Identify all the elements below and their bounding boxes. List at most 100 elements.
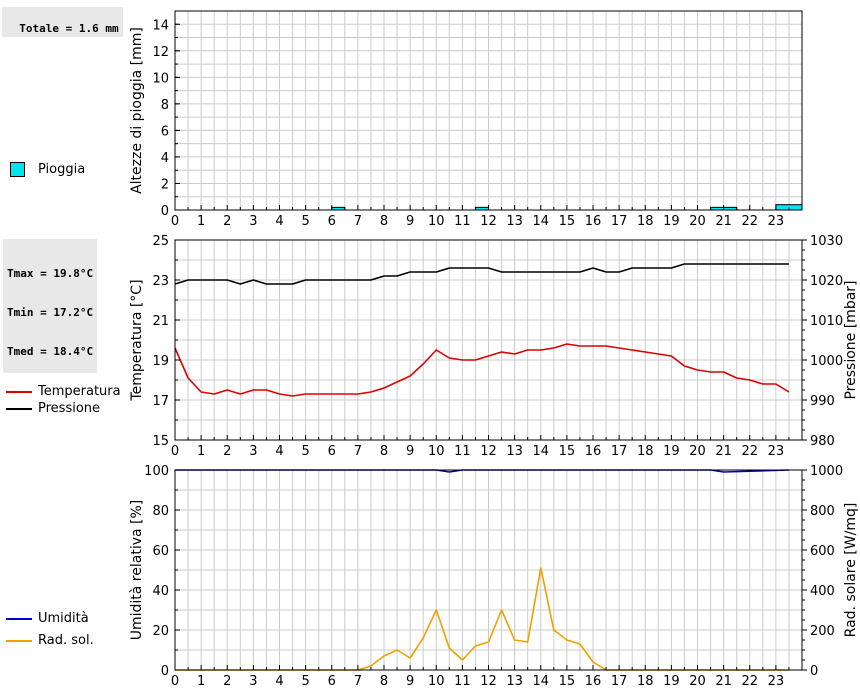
x-tick-label: 19 bbox=[663, 444, 680, 459]
x-tick-label: 14 bbox=[532, 214, 549, 229]
x-tick-label: 13 bbox=[506, 444, 523, 459]
chart-panel-temp: 0 1 2 3 4 5 6 7 8 9 10 11 12 13 14 15 16 17 18 19 20 21 22 2315… bbox=[129, 234, 859, 459]
x-tick-label: 12 bbox=[480, 444, 497, 459]
y2-tick-label: 800 bbox=[810, 504, 835, 519]
x-tick-label: 3 bbox=[249, 674, 257, 689]
y-tick-label: 21 bbox=[152, 314, 169, 329]
y-tick-label: 2 bbox=[161, 177, 169, 192]
x-tick-label: 10 bbox=[428, 674, 445, 689]
y-tick-label: 15 bbox=[152, 434, 169, 449]
temperature-stats-box: Tmax = 19.8°C Tmin = 17.2°C Tmed = 18.4°… bbox=[3, 239, 98, 373]
x-tick-label: 18 bbox=[637, 444, 654, 459]
y-axis-title: Altezze di pioggia [mm] bbox=[129, 27, 145, 194]
y-axis-title: Temperatura [°C] bbox=[129, 279, 145, 401]
y-tick-label: 8 bbox=[161, 98, 169, 113]
y2-tick-label: 600 bbox=[810, 544, 835, 559]
x-tick-label: 15 bbox=[559, 444, 576, 459]
y-tick-label: 100 bbox=[144, 464, 169, 479]
x-tick-label: 23 bbox=[768, 674, 785, 689]
x-tick-label: 18 bbox=[637, 674, 654, 689]
humidity-legend-line bbox=[6, 618, 32, 620]
x-tick-label: 17 bbox=[611, 674, 628, 689]
x-tick-label: 1 bbox=[197, 674, 205, 689]
x-tick-label: 16 bbox=[585, 214, 602, 229]
y-tick-label: 17 bbox=[152, 394, 169, 409]
rain-legend-swatch bbox=[10, 162, 25, 177]
x-tick-label: 6 bbox=[328, 214, 336, 229]
y-axis-title: Umidità relativa [%] bbox=[129, 500, 145, 641]
x-tick-label: 5 bbox=[301, 444, 309, 459]
x-tick-label: 5 bbox=[301, 674, 309, 689]
x-tick-label: 2 bbox=[223, 674, 231, 689]
x-tick-label: 11 bbox=[454, 214, 471, 229]
x-tick-label: 17 bbox=[611, 214, 628, 229]
tmed-text: Tmed = 18.4°C bbox=[7, 345, 94, 358]
y-tick-label: 6 bbox=[161, 124, 169, 139]
x-tick-label: 22 bbox=[741, 214, 758, 229]
x-tick-label: 0 bbox=[171, 444, 179, 459]
x-tick-label: 21 bbox=[715, 444, 732, 459]
y-tick-label: 12 bbox=[152, 45, 169, 60]
y2-axis-title: Rad. solare [W/mq] bbox=[843, 503, 859, 638]
y-tick-label: 25 bbox=[152, 234, 169, 249]
x-tick-label: 0 bbox=[171, 214, 179, 229]
x-tick-label: 15 bbox=[559, 674, 576, 689]
x-tick-label: 4 bbox=[275, 444, 283, 459]
y-tick-label: 14 bbox=[152, 18, 169, 33]
x-tick-label: 8 bbox=[380, 444, 388, 459]
pressure-line bbox=[174, 263, 789, 285]
x-tick-label: 22 bbox=[741, 444, 758, 459]
y2-tick-label: 980 bbox=[810, 434, 835, 449]
humidity-legend-label: Umidità bbox=[38, 611, 89, 626]
y2-axis-title: Pressione [mbar] bbox=[843, 280, 859, 399]
y2-tick-label: 200 bbox=[810, 624, 835, 639]
x-tick-label: 10 bbox=[428, 214, 445, 229]
x-tick-label: 16 bbox=[585, 674, 602, 689]
temperature-line bbox=[174, 343, 790, 397]
y-tick-label: 40 bbox=[152, 584, 169, 599]
y-tick-label: 80 bbox=[152, 504, 169, 519]
x-tick-label: 1 bbox=[197, 444, 205, 459]
x-tick-label: 20 bbox=[689, 214, 706, 229]
x-tick-label: 10 bbox=[428, 444, 445, 459]
y-tick-label: 10 bbox=[152, 71, 169, 86]
pressure-legend-label: Pressione bbox=[38, 401, 101, 416]
tmin-text: Tmin = 17.2°C bbox=[7, 306, 94, 319]
y2-tick-label: 1020 bbox=[810, 274, 843, 289]
temperature-legend-label: Temperatura bbox=[38, 384, 121, 399]
x-tick-label: 8 bbox=[380, 214, 388, 229]
x-tick-label: 19 bbox=[663, 214, 680, 229]
chart-panel-rain: 0 1 2 3 4 5 6 7 8 9 10 11 12 13 14 15 16 17 18 19 20 21 22 2302… bbox=[129, 10, 803, 229]
y-tick-label: 60 bbox=[152, 544, 169, 559]
y2-tick-label: 1010 bbox=[810, 314, 843, 329]
y-tick-label: 19 bbox=[152, 354, 169, 369]
y-tick-label: 0 bbox=[161, 664, 169, 679]
x-tick-label: 12 bbox=[480, 674, 497, 689]
x-tick-label: 9 bbox=[406, 214, 414, 229]
x-tick-label: 14 bbox=[532, 674, 549, 689]
y2-tick-label: 1000 bbox=[810, 354, 843, 369]
x-tick-label: 0 bbox=[171, 674, 179, 689]
temperature-legend-line bbox=[6, 391, 32, 393]
x-tick-label: 17 bbox=[611, 444, 628, 459]
rain-legend-label: Pioggia bbox=[38, 162, 86, 177]
x-tick-label: 21 bbox=[715, 214, 732, 229]
chart-panel-hum: 0 1 2 3 4 5 6 7 8 9 10 11 12 13 14 15 16 17 18 19 20 21 22 2302… bbox=[129, 464, 859, 689]
x-tick-label: 15 bbox=[559, 214, 576, 229]
x-tick-label: 20 bbox=[689, 674, 706, 689]
tmax-text: Tmax = 19.8°C bbox=[7, 267, 94, 280]
x-tick-label: 2 bbox=[223, 444, 231, 459]
y2-tick-label: 0 bbox=[810, 664, 818, 679]
x-tick-label: 21 bbox=[715, 674, 732, 689]
rain-total-box: Totale = 1.6 mm bbox=[2, 7, 123, 37]
x-tick-label: 14 bbox=[532, 444, 549, 459]
solar-legend-line bbox=[6, 640, 32, 642]
x-tick-label: 7 bbox=[354, 674, 362, 689]
x-tick-label: 2 bbox=[223, 214, 231, 229]
x-tick-label: 23 bbox=[768, 214, 785, 229]
x-tick-label: 6 bbox=[328, 444, 336, 459]
x-tick-label: 19 bbox=[663, 674, 680, 689]
x-tick-label: 5 bbox=[301, 214, 309, 229]
x-tick-label: 13 bbox=[506, 214, 523, 229]
